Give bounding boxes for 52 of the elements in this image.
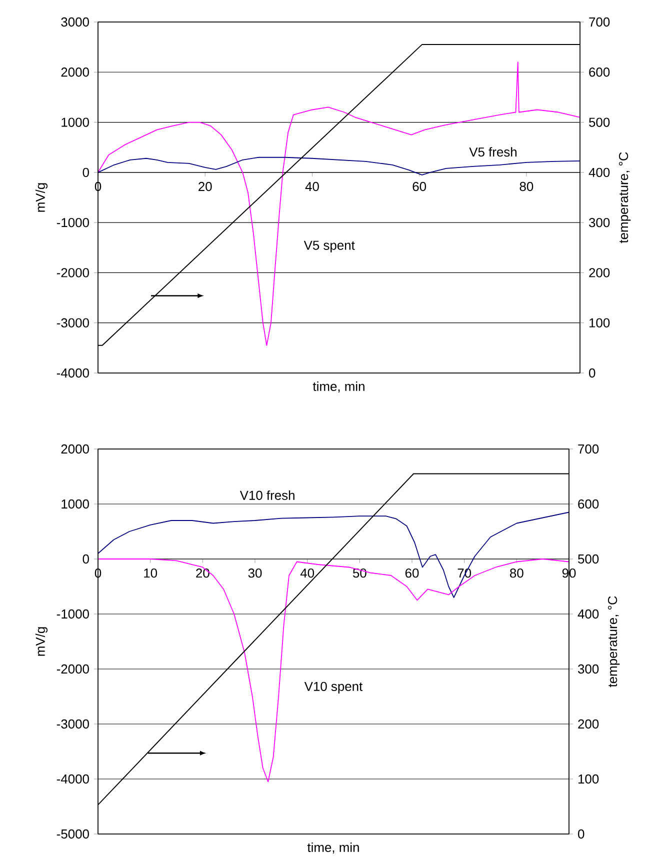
x-tick-label: 80 [520, 182, 534, 192]
y2-tick-label: 600 [578, 499, 599, 509]
y-tick-label: 2000 [61, 444, 89, 454]
y2-tick-label: 500 [589, 118, 610, 127]
x-axis-title: time, min [312, 382, 364, 393]
x-tick-label: 20 [198, 182, 212, 192]
y2-axis-title: temperature, °C [618, 152, 631, 244]
y-tick-label: -1000 [56, 218, 89, 228]
y2-tick-label: 500 [578, 554, 599, 564]
series-label: V10 spent [304, 682, 363, 694]
y-axis-title: mV/g [35, 627, 48, 656]
y-tick-label: 0 [82, 554, 89, 564]
x-tick-label: 40 [300, 568, 314, 578]
y2-tick-label: 200 [578, 719, 599, 729]
series-label: V10 fresh [240, 490, 294, 500]
y2-tick-label: 600 [589, 68, 610, 77]
y-tick-label: -1000 [56, 609, 89, 619]
y-tick-label: -3000 [56, 719, 89, 729]
y-tick-label: -2000 [56, 664, 89, 674]
y2-tick-label: 400 [578, 609, 599, 619]
y-tick-label: -3000 [56, 318, 89, 328]
y-tick-label: -5000 [56, 829, 89, 839]
text: V5 spent [304, 240, 355, 252]
y-tick-label: 1000 [62, 118, 89, 127]
y-tick-label: -4000 [56, 774, 89, 784]
y2-tick-label: 0 [589, 368, 596, 378]
x-tick-label: 40 [305, 182, 319, 192]
x-tick-label: 60 [405, 568, 419, 578]
y2-tick-label: 300 [578, 664, 599, 674]
x-tick-label: 80 [510, 568, 524, 578]
y2-tick-label: 700 [589, 17, 610, 27]
y2-tick-label: 100 [578, 774, 599, 784]
y-tick-label: 1000 [62, 499, 89, 509]
series-label: V5 fresh [469, 147, 516, 157]
y-tick-label: -4000 [56, 368, 89, 378]
y2-tick-label: 200 [589, 268, 610, 278]
y-axis-title: mV/g [35, 183, 48, 212]
y-tick-label: -2000 [56, 268, 89, 278]
y-tick-label: 3000 [61, 17, 89, 27]
y2-tick-label: 400 [588, 168, 610, 178]
x-axis-title: time, min [307, 842, 359, 854]
y2-tick-label: 0 [578, 829, 584, 839]
y2-tick-label: 100 [589, 318, 610, 328]
y-tick-label: 2000 [61, 68, 89, 77]
x-tick-label: 20 [196, 568, 210, 578]
y2-tick-label: 700 [578, 444, 599, 454]
x-tick-label: 60 [412, 182, 426, 192]
x-tick-label: 10 [144, 568, 158, 578]
x-tick-label: 30 [248, 568, 262, 578]
y-tick-label: 0 [82, 168, 89, 178]
y2-tick-label: 300 [589, 218, 610, 228]
y2-axis-title: temperature, °C [608, 596, 620, 688]
